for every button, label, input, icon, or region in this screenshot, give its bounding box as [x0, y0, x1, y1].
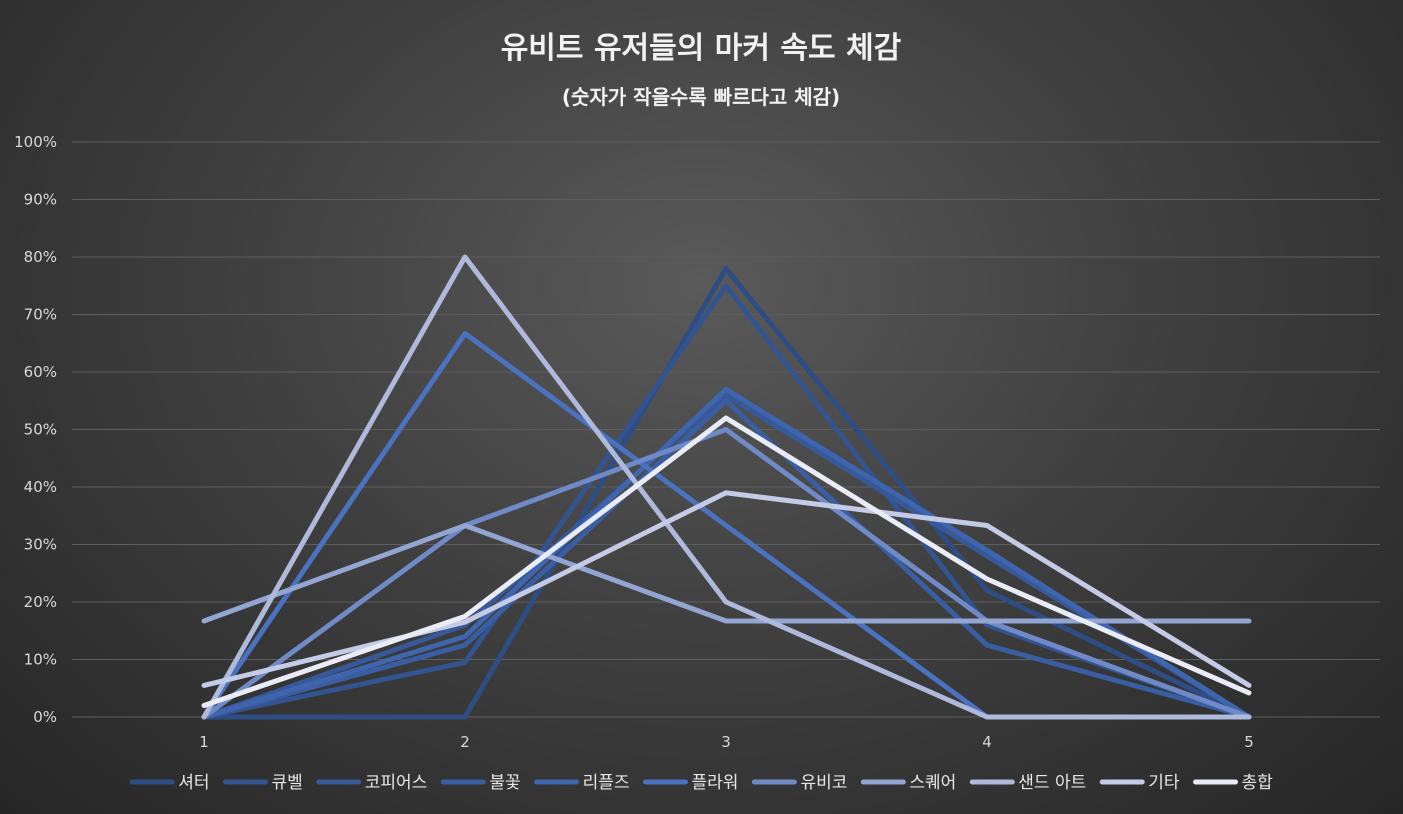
legend-label: 큐벨: [271, 773, 302, 793]
y-tick-label: 60%: [24, 363, 57, 381]
series-line: [201, 523, 1252, 624]
series-line: [201, 427, 1252, 720]
x-tick-label: 3: [721, 733, 731, 751]
series-line: [201, 266, 1252, 720]
legend-label: 플라워: [692, 773, 739, 793]
series-line: [201, 490, 1252, 688]
x-axis-tick-labels: 1 2 3 4 5: [199, 733, 1254, 751]
y-tick-label: 40%: [24, 478, 57, 496]
x-tick-label: 5: [1244, 733, 1254, 751]
y-tick-label: 10%: [24, 651, 57, 669]
chart-title: 유비트 유저들의 마커 속도 체감: [501, 31, 902, 66]
legend-label: 리플즈: [583, 773, 630, 793]
x-tick-label: 4: [982, 733, 992, 751]
series-line: [201, 392, 1252, 720]
series-line: [201, 415, 1252, 708]
x-tick-label: 2: [460, 733, 470, 751]
series-line: [201, 254, 1252, 720]
y-tick-label: 70%: [24, 306, 57, 324]
chart-subtitle: (숫자가 작을수록 빠르다고 체감): [562, 85, 840, 109]
y-tick-label: 100%: [14, 133, 57, 151]
legend-label: 유비코: [800, 773, 847, 793]
y-tick-label: 30%: [24, 536, 57, 554]
legend-label: 코피어스: [365, 773, 428, 793]
series-line: [201, 386, 1252, 720]
legend-label: 총합: [1242, 773, 1274, 793]
legend-label: 샌드 아트: [1018, 773, 1086, 793]
series-lines: [201, 254, 1252, 720]
y-tick-label: 50%: [24, 421, 57, 439]
x-tick-label: 1: [199, 733, 209, 751]
legend-label: 셔터: [178, 773, 209, 793]
legend: 셔터 큐벨 코피어스 불꽃 리플즈 플라워 유비코 스퀘어 샌드 아트 기타 총합: [129, 773, 1274, 793]
y-tick-label: 80%: [24, 248, 57, 266]
y-tick-label: 20%: [24, 593, 57, 611]
y-axis-tick-labels: 0% 10% 20% 30% 40% 50% 60% 70% 80% 90% 100%: [14, 133, 57, 726]
series-line: [201, 398, 1252, 720]
y-tick-label: 90%: [24, 191, 57, 209]
y-tick-label: 0%: [33, 708, 57, 726]
legend-label: 스퀘어: [909, 773, 956, 793]
legend-label: 불꽃: [489, 773, 520, 793]
legend-label: 기타: [1148, 773, 1180, 793]
series-line: [201, 283, 1252, 720]
